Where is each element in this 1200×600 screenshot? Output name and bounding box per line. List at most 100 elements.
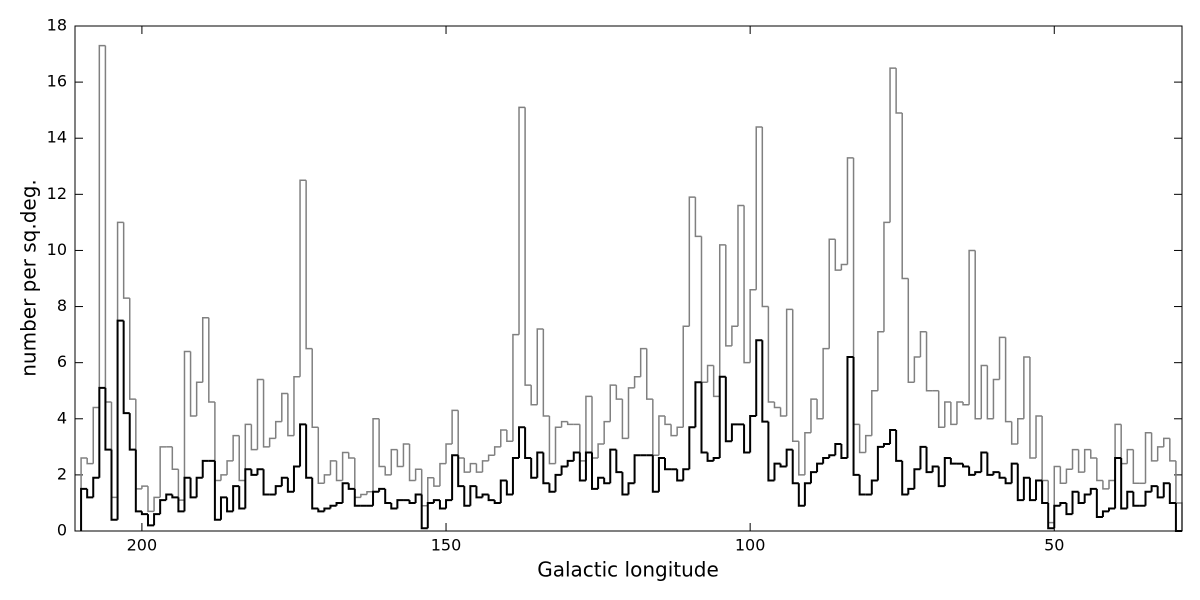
histogram-step bbox=[250, 424, 258, 451]
histogram-step bbox=[165, 493, 173, 501]
histogram-step bbox=[469, 485, 477, 506]
histogram-step bbox=[1090, 449, 1097, 459]
histogram-step bbox=[213, 460, 221, 521]
histogram-step bbox=[791, 309, 799, 442]
histogram-step bbox=[201, 317, 209, 383]
histogram-step bbox=[670, 424, 678, 437]
histogram-step bbox=[481, 460, 489, 473]
histogram-step bbox=[931, 465, 939, 473]
histogram-step bbox=[1071, 448, 1079, 470]
histogram-step bbox=[1108, 507, 1116, 512]
histogram-step bbox=[80, 487, 88, 531]
histogram-step bbox=[250, 469, 258, 476]
histogram-step bbox=[451, 409, 459, 445]
histogram-step bbox=[1168, 483, 1176, 504]
histogram-step bbox=[591, 396, 599, 459]
histogram-step bbox=[992, 471, 1000, 475]
histogram-step bbox=[560, 420, 568, 428]
histogram-step bbox=[238, 486, 246, 510]
histogram-step bbox=[390, 502, 398, 510]
histogram-step bbox=[86, 458, 94, 465]
histogram-step bbox=[652, 399, 659, 456]
histogram-step bbox=[548, 483, 556, 493]
histogram-step bbox=[1053, 504, 1061, 529]
histogram-step bbox=[353, 488, 361, 507]
histogram-step bbox=[712, 365, 720, 398]
histogram-step bbox=[919, 331, 927, 358]
histogram-step bbox=[244, 468, 252, 509]
histogram-step bbox=[615, 449, 623, 474]
histogram-step bbox=[785, 308, 793, 416]
histogram-step bbox=[505, 480, 513, 496]
histogram-step bbox=[116, 319, 124, 520]
histogram-step bbox=[463, 458, 471, 473]
histogram-step bbox=[171, 494, 179, 499]
histogram-step bbox=[986, 365, 994, 420]
histogram-step bbox=[469, 462, 477, 473]
histogram-step bbox=[201, 459, 209, 478]
histogram-step bbox=[542, 452, 550, 485]
histogram-step bbox=[427, 476, 434, 506]
histogram-step bbox=[378, 487, 386, 492]
histogram-step bbox=[749, 414, 757, 453]
histogram-step bbox=[506, 430, 513, 442]
y-tick-label: 16 bbox=[47, 72, 67, 91]
histogram-step bbox=[907, 278, 915, 384]
histogram-step bbox=[232, 485, 240, 512]
histogram-step bbox=[1004, 477, 1012, 485]
histogram-step bbox=[195, 476, 203, 498]
histogram-step bbox=[341, 451, 349, 481]
histogram-step bbox=[658, 415, 665, 456]
histogram-step bbox=[603, 420, 611, 445]
histogram-step bbox=[390, 448, 398, 475]
histogram-step bbox=[268, 437, 276, 447]
histogram-step bbox=[1120, 458, 1128, 510]
histogram-step bbox=[335, 501, 343, 506]
histogram-step bbox=[688, 196, 696, 327]
histogram-step bbox=[992, 378, 1000, 419]
histogram-step bbox=[761, 127, 769, 308]
histogram-step bbox=[439, 462, 447, 487]
histogram-step bbox=[189, 477, 197, 499]
histogram-step bbox=[281, 392, 288, 422]
histogram-step bbox=[433, 477, 440, 487]
histogram-step bbox=[274, 485, 282, 495]
histogram-step bbox=[311, 477, 319, 510]
histogram-step bbox=[846, 356, 854, 459]
histogram-step bbox=[220, 474, 228, 481]
histogram-step bbox=[968, 466, 976, 476]
histogram-step bbox=[530, 385, 538, 406]
histogram-step bbox=[487, 454, 495, 461]
histogram-step bbox=[937, 466, 945, 488]
histogram-step bbox=[372, 490, 380, 506]
histogram-step bbox=[110, 449, 118, 521]
histogram-step bbox=[384, 466, 392, 476]
histogram-step bbox=[1101, 510, 1110, 517]
histogram-step bbox=[731, 325, 738, 346]
histogram-step bbox=[919, 445, 927, 470]
histogram-step bbox=[870, 479, 878, 495]
histogram-step bbox=[445, 499, 453, 509]
histogram-step bbox=[475, 486, 483, 499]
histogram-step bbox=[895, 430, 903, 462]
histogram-step bbox=[725, 244, 732, 347]
histogram-step bbox=[944, 401, 951, 428]
histogram-step bbox=[262, 379, 270, 448]
histogram-step bbox=[438, 500, 447, 510]
histogram-step bbox=[834, 239, 842, 271]
histogram-step bbox=[274, 420, 282, 439]
histogram-step bbox=[262, 469, 270, 496]
histogram-step bbox=[153, 513, 161, 526]
histogram-step bbox=[1144, 432, 1152, 484]
histogram-step bbox=[1053, 465, 1061, 523]
histogram-step bbox=[1083, 493, 1091, 503]
histogram-step bbox=[889, 429, 897, 445]
histogram-step bbox=[591, 452, 599, 490]
histogram-step bbox=[718, 244, 726, 397]
histogram-step bbox=[585, 395, 593, 461]
x-tick-label: 50 bbox=[1044, 536, 1064, 555]
histogram-step bbox=[530, 458, 538, 479]
y-tick-label: 18 bbox=[47, 16, 67, 35]
histogram-step bbox=[998, 336, 1006, 380]
histogram-step bbox=[426, 501, 434, 529]
